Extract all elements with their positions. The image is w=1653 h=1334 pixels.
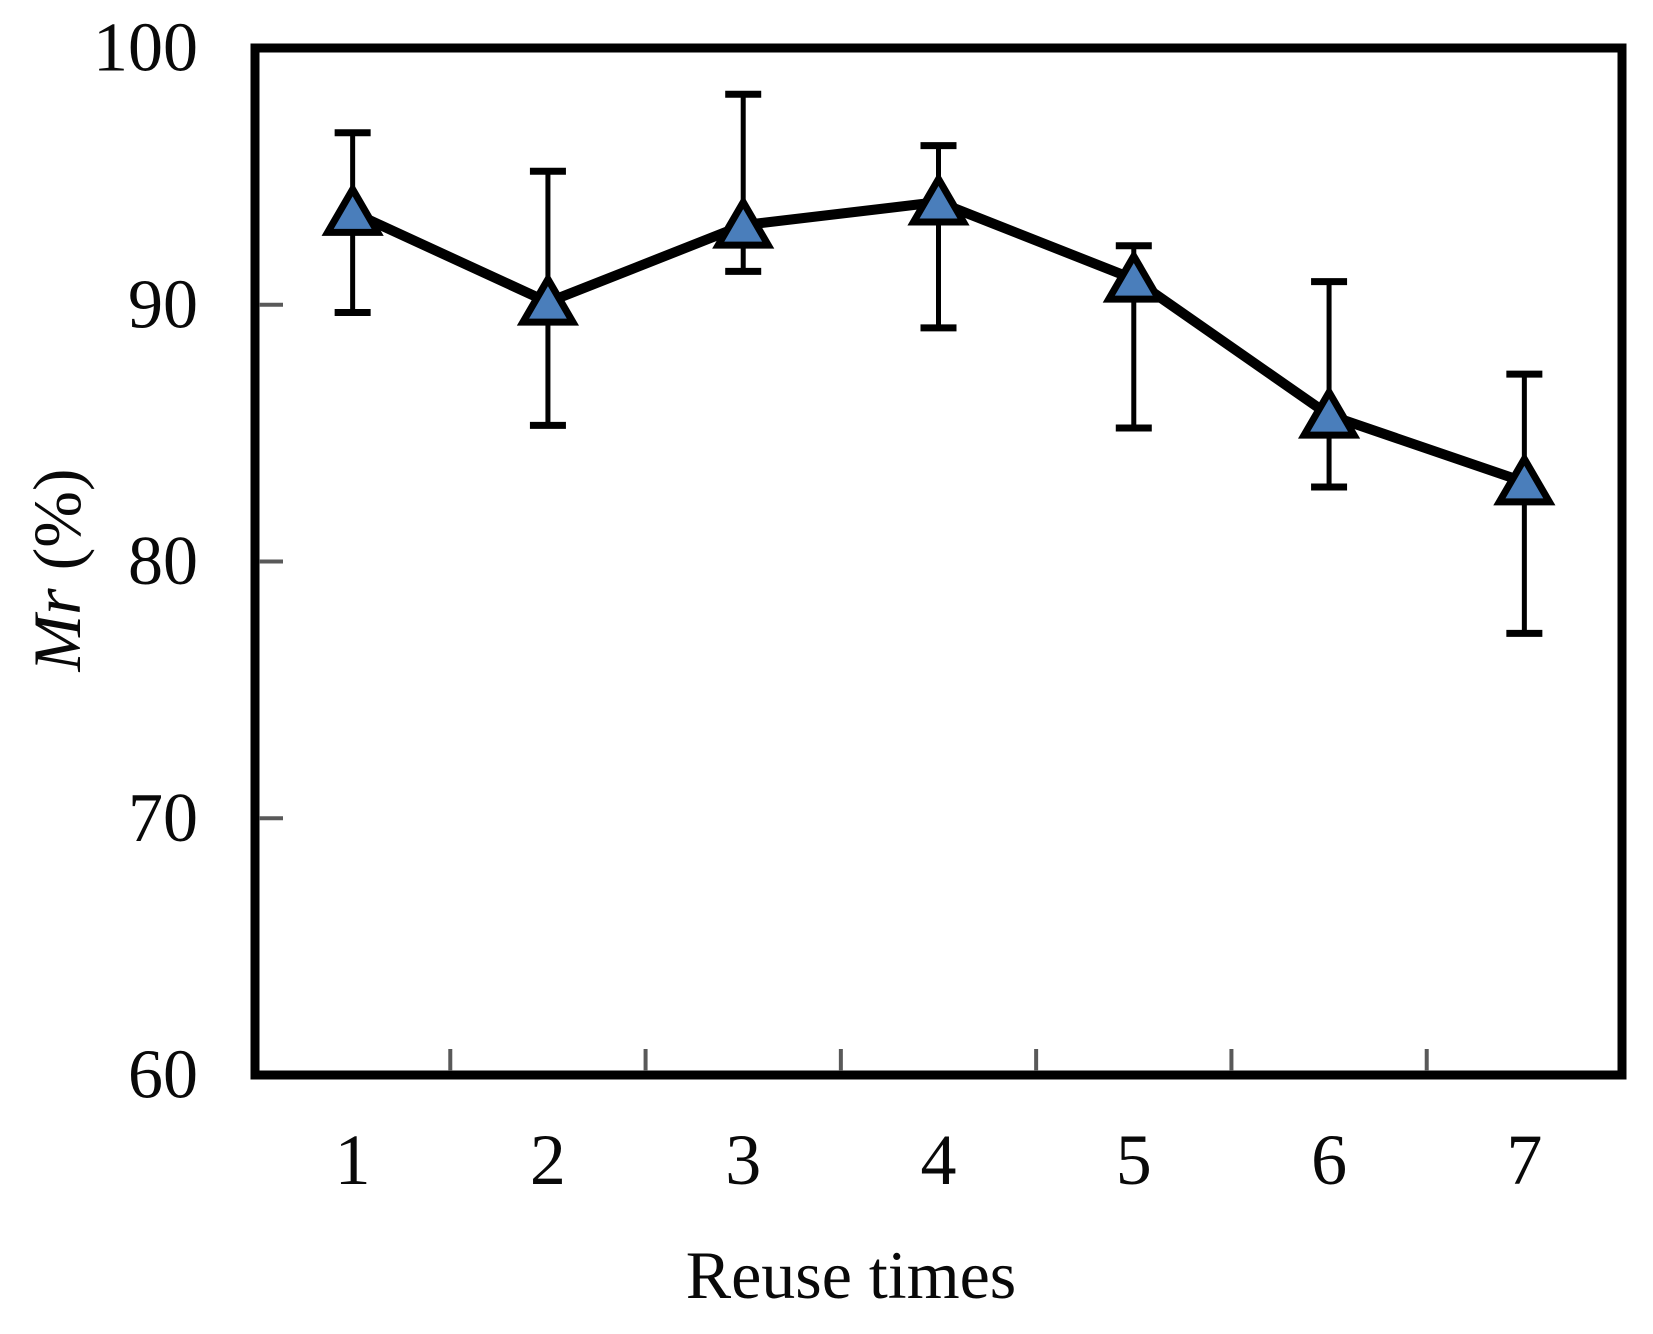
x-tick-label: 4 xyxy=(921,1120,957,1200)
y-tick-label: 70 xyxy=(128,780,198,857)
error-bar xyxy=(1311,278,1348,491)
x-tick-label: 6 xyxy=(1311,1120,1347,1200)
y-axis-tick-labels: 100 90 80 70 60 xyxy=(93,10,198,1114)
data-point-marker xyxy=(1493,451,1556,506)
x-tick-label: 3 xyxy=(725,1120,761,1200)
plot-area-border xyxy=(250,43,1627,1080)
x-axis-title: Reuse times xyxy=(686,1237,1017,1313)
y-axis-title-symbol: Mr xyxy=(19,588,95,673)
y-axis-ticks xyxy=(259,302,283,821)
x-axis-ticks xyxy=(448,1049,1429,1071)
x-tick-label: 1 xyxy=(335,1120,371,1200)
x-axis-tick-labels: 1 2 3 4 5 6 7 xyxy=(335,1120,1543,1200)
y-tick-label: 60 xyxy=(128,1037,198,1114)
x-tick-label: 2 xyxy=(530,1120,566,1200)
data-point-markers xyxy=(321,172,1556,506)
data-point-marker xyxy=(907,172,970,226)
y-tick-label: 100 xyxy=(93,10,198,87)
x-tick-label: 5 xyxy=(1116,1120,1152,1200)
y-tick-label: 90 xyxy=(128,266,198,343)
data-point-marker xyxy=(516,272,580,326)
data-point-marker xyxy=(321,182,384,236)
data-point-marker xyxy=(1297,385,1361,439)
y-axis-title-unit: (%) xyxy=(19,468,95,570)
y-axis-title: Mr (%) xyxy=(19,468,95,672)
x-tick-label: 7 xyxy=(1506,1120,1542,1200)
data-point-marker xyxy=(1102,249,1165,303)
y-tick-label: 80 xyxy=(128,523,198,600)
data-point-marker xyxy=(712,195,775,249)
